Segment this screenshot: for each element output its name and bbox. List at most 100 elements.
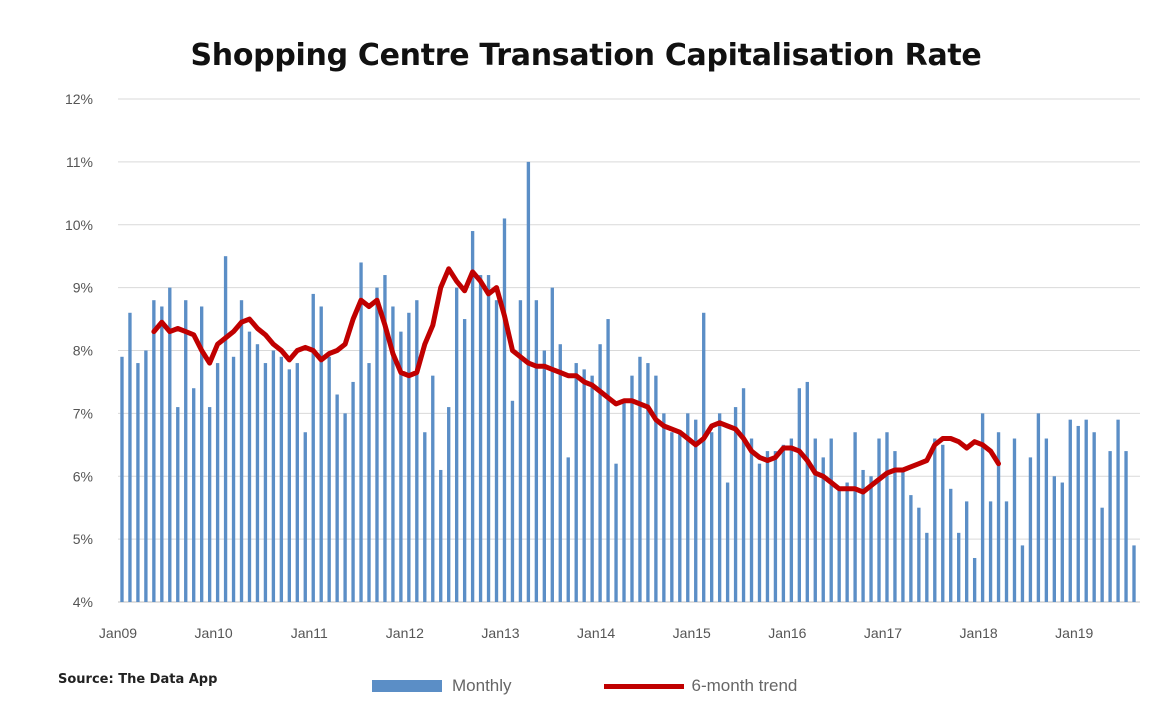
monthly-bar [957,532,961,602]
x-tick-label: Jan17 [864,625,902,641]
x-tick-label: Jan15 [673,625,711,641]
legend-swatch-monthly [372,680,442,692]
monthly-bar [917,507,921,602]
monthly-bar [893,451,897,602]
monthly-bar [176,407,180,602]
monthly-bar [1124,451,1128,602]
monthly-bar [247,331,252,602]
monthly-bar [901,469,905,602]
x-tick-label: Jan13 [481,625,519,641]
monthly-bar [391,306,395,602]
monthly-bar [399,331,403,602]
monthly-bar [1012,438,1017,602]
monthly-bar [725,482,730,602]
monthly-bar [582,369,586,602]
trend-line [151,266,1001,495]
monthly-bar [853,432,857,602]
x-tick-label: Jan12 [386,625,424,641]
monthly-bar [1092,432,1096,602]
monthly-bar [964,501,969,602]
monthly-bar [375,287,379,602]
monthly-bar [773,451,778,602]
monthly-bar [343,413,347,602]
trend-line-group [151,266,1001,495]
monthly-bar [988,501,993,602]
monthly-bar [486,275,491,602]
monthly-bar [1108,451,1112,602]
y-tick-label: 10% [65,217,93,233]
monthly-bar [415,300,419,602]
monthly-bar [367,363,371,602]
monthly-bar [407,312,411,602]
monthly-bar [518,300,523,602]
monthly-bar [335,394,339,602]
monthly-bar [1068,419,1072,602]
x-tick-label: Jan16 [768,625,806,641]
y-tick-label: 4% [73,594,93,610]
monthly-bar [837,488,841,602]
monthly-bar [829,438,833,602]
monthly-bar [702,312,706,602]
monthly-bar [231,356,236,602]
monthly-bar [558,344,562,602]
monthly-bar [534,300,539,602]
monthly-bar [749,438,754,602]
monthly-bar [223,256,228,602]
monthly-bar [1060,482,1064,602]
monthly-bar [255,344,260,602]
monthly-bar [1116,419,1120,602]
legend-swatch-trend [603,683,684,689]
monthly-bar [383,275,387,602]
monthly-bar [1036,413,1041,602]
monthly-bar [1100,507,1104,602]
y-tick-label: 5% [73,531,93,547]
monthly-bar [439,469,443,602]
monthly-bar [168,287,172,602]
legend-label-trend: 6-month trend [691,676,798,695]
monthly-bar [447,407,451,602]
monthly-bar [670,432,674,602]
legend-label-monthly: Monthly [452,676,512,695]
monthly-bar [781,444,786,602]
monthly-bar [869,476,873,602]
monthly-bar [311,293,315,602]
x-tick-label: Jan11 [291,625,328,641]
monthly-bar [431,375,435,602]
monthly-bar [598,344,602,602]
legend-item-trend: 6-month trend [512,676,798,696]
monthly-bar [303,432,307,602]
monthly-bar [279,356,284,602]
monthly-bar [136,363,140,602]
monthly-bar [861,469,865,602]
monthly-bar [980,413,985,602]
monthly-bar [765,451,770,602]
monthly-bar [207,407,212,602]
monthly-bar [478,275,483,602]
monthly-bar [638,356,642,602]
x-tick-label: Jan19 [1055,625,1093,641]
monthly-bar [805,381,809,602]
monthly-bar [646,363,650,602]
monthly-bar [359,262,363,602]
monthly-bar [271,350,276,602]
legend-item-monthly: Monthly [372,676,512,696]
monthly-bar [877,438,881,602]
monthly-bar [1020,545,1025,602]
monthly-bar [741,388,746,602]
monthly-bar [1028,457,1033,602]
monthly-bar [470,231,475,602]
monthly-bar [678,432,682,602]
monthly-bar [152,300,156,602]
monthly-bar [510,400,515,602]
monthly-bar [287,369,292,602]
monthly-bar [192,388,196,602]
monthly-bar [1132,545,1136,602]
monthly-bar [1004,501,1009,602]
legend: Monthly 6-month trend [372,676,797,696]
monthly-bar [757,463,762,602]
monthly-bar [462,319,467,602]
monthly-bar [813,438,817,602]
monthly-bar [614,463,618,602]
monthly-bar [925,532,929,602]
chart-title: Shopping Centre Transation Capitalisatio… [190,38,982,73]
